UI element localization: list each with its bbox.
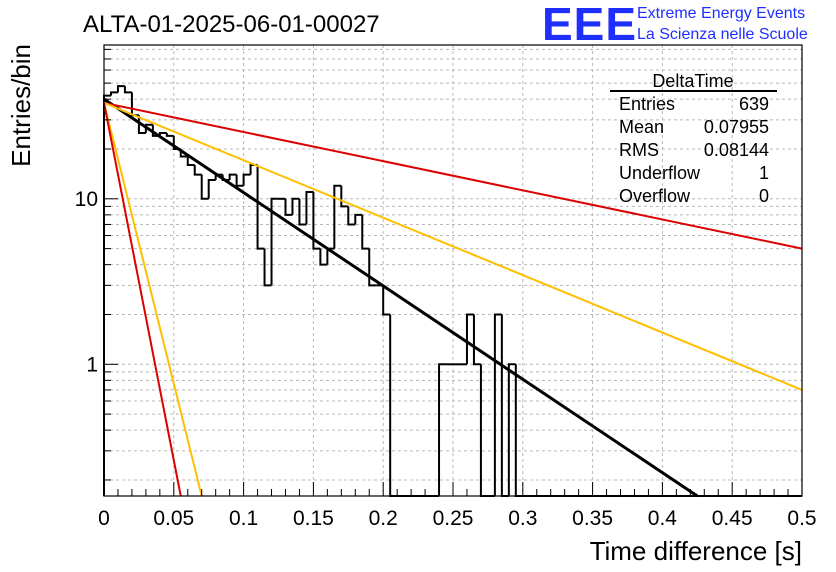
- histogram-bin: [340, 185, 349, 208]
- histogram-bin: [256, 165, 265, 250]
- histogram-bin: [354, 213, 363, 225]
- histogram-bin: [361, 214, 370, 250]
- histogram-bin: [312, 191, 321, 250]
- histogram-bin: [116, 85, 125, 93]
- stats-entries-label: Entries: [619, 94, 675, 114]
- x-axis-label: Time difference [s]: [590, 536, 802, 566]
- histogram-bin: [347, 206, 356, 226]
- histogram-bin: [382, 285, 391, 316]
- x-tick-label: 0.45: [712, 507, 753, 530]
- stats-underflow-value: 1: [759, 163, 769, 183]
- histogram-bin: [472, 314, 481, 366]
- stats-rms-value: 0.08144: [704, 140, 769, 160]
- histogram-bin: [284, 198, 293, 216]
- histogram-bin: [242, 173, 251, 186]
- histogram-bin: [228, 173, 237, 180]
- stats-underflow-label: Underflow: [619, 163, 701, 183]
- histogram-bin: [291, 197, 300, 215]
- histogram-bin: [298, 198, 307, 226]
- histogram-bin: [465, 313, 474, 365]
- fit-line: [103, 102, 182, 497]
- x-tick-label: 0.15: [293, 507, 334, 530]
- eee-logo-mark: EEE: [542, 0, 637, 50]
- eee-logo-line2: La Scienza nelle Scuole: [637, 26, 808, 43]
- x-tick-label: 0.5: [787, 507, 816, 530]
- stats-entries-value: 639: [739, 94, 769, 114]
- histogram-bin: [270, 197, 279, 286]
- y-tick-label: 1: [86, 353, 98, 376]
- eee-logo-line1: Extreme Energy Events: [637, 5, 805, 22]
- x-tick-label: 0.2: [369, 507, 398, 530]
- histogram-bin: [186, 156, 195, 167]
- histogram-bin: [207, 178, 216, 199]
- histogram-bin: [333, 184, 342, 249]
- grid: [104, 45, 802, 496]
- y-axis-label: Entries/bin: [6, 44, 36, 167]
- x-tick-label: 0.25: [433, 507, 474, 530]
- stats-name: DeltaTime: [652, 71, 733, 91]
- stats-box: DeltaTime Entries 639 Mean 0.07955 RMS 0…: [610, 71, 777, 206]
- stats-overflow-value: 0: [759, 186, 769, 206]
- fit-line: [103, 101, 803, 391]
- histogram-bin: [438, 363, 447, 496]
- x-tick-label: 0.3: [508, 507, 537, 530]
- y-tick-label: 10: [75, 188, 98, 211]
- x-tick-label: 0.4: [648, 507, 678, 530]
- fit-curves: [103, 97, 803, 498]
- histogram-bin: [368, 248, 377, 287]
- fit-line: [103, 97, 699, 498]
- histogram-bin: [165, 132, 174, 137]
- fit-line: [103, 101, 803, 250]
- stats-mean-value: 0.07955: [704, 117, 769, 137]
- stats-mean-label: Mean: [619, 117, 664, 137]
- histogram-bin: [109, 91, 118, 96]
- fit-line: [103, 102, 203, 497]
- histogram-bin: [193, 165, 202, 176]
- x-tick-label: 0.35: [572, 507, 613, 530]
- plot-title: ALTA-01-2025-06-01-00027: [83, 11, 380, 38]
- x-tick-label: 0.1: [229, 507, 258, 530]
- histogram-bin: [305, 190, 314, 225]
- eee-logo: EEE Extreme Energy Events La Scienza nel…: [542, 0, 808, 50]
- histogram-bin: [123, 86, 132, 94]
- stats-overflow-label: Overflow: [619, 186, 691, 206]
- histogram-bin: [235, 174, 244, 187]
- histogram-bin: [493, 313, 502, 496]
- histogram-bin: [319, 248, 328, 266]
- x-tick-label: 0: [98, 507, 110, 530]
- x-tick-label: 0.05: [153, 507, 194, 530]
- stats-rms-label: RMS: [619, 140, 659, 160]
- histogram-bin: [200, 174, 209, 200]
- histogram-bin: [507, 363, 516, 496]
- histogram-bin: [263, 248, 272, 287]
- histogram-bin: [144, 123, 153, 133]
